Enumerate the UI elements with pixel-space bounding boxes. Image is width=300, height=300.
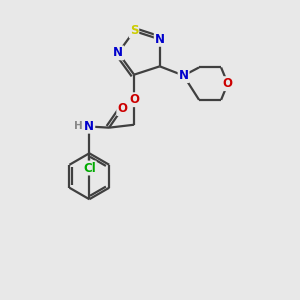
Text: N: N [113, 46, 123, 59]
Text: O: O [223, 77, 233, 90]
Text: N: N [178, 69, 189, 82]
Text: O: O [117, 102, 127, 115]
Text: N: N [155, 33, 165, 46]
Text: Cl: Cl [83, 161, 96, 175]
Text: S: S [130, 25, 138, 38]
Text: H: H [74, 121, 82, 131]
Text: O: O [129, 93, 139, 106]
Text: N: N [84, 120, 94, 133]
